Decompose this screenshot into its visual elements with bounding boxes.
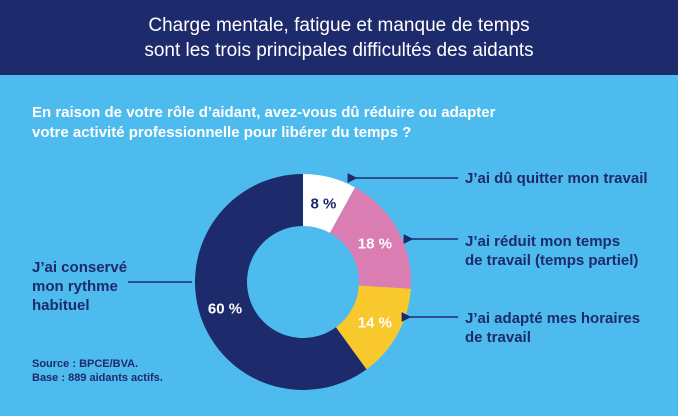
legend-adapted-hours-line1: J’ai adapté mes horaires	[465, 310, 641, 327]
source-line1: Source : BPCE/BVA.	[32, 358, 139, 370]
legend-adapted-hours-line2: de travail	[465, 329, 531, 346]
header-banner: Charge mentale, fatigue et manque de tem…	[0, 0, 678, 75]
question-line1: En raison de votre rôle d’aidant, avez-v…	[32, 104, 496, 121]
pct-label-kept-rhythm: 60 %	[208, 300, 242, 317]
slice-adapted-hours	[335, 285, 411, 370]
slice-kept-rhythm	[194, 174, 367, 390]
legend-quit-job: J’ai dû quitter mon travail	[465, 169, 648, 188]
legend-reduced-time-line2: de travail (temps partiel)	[465, 252, 639, 269]
legend-kept-rhythm: J’ai conservé mon rythme habituel	[32, 258, 127, 315]
pct-label-reduced-time: 18 %	[358, 235, 392, 252]
legend-kept-rhythm-line2: mon rythme	[32, 278, 118, 295]
legend-kept-rhythm-line1: J’ai conservé	[32, 259, 128, 276]
legend-quit-job-line1: J’ai dû quitter mon travail	[465, 170, 648, 187]
pct-label-adapted-hours: 14 %	[358, 315, 392, 332]
pct-label-quit-job: 8 %	[310, 196, 336, 213]
legend-kept-rhythm-line3: habituel	[32, 297, 90, 314]
header-title-line2: sont les trois principales difficultés d…	[144, 39, 534, 61]
header-title-line1: Charge mentale, fatigue et manque de tem…	[148, 14, 530, 36]
legend-adapted-hours: J’ai adapté mes horaires de travail	[465, 309, 640, 347]
source-note: Source : BPCE/BVA. Base : 889 aidants ac…	[32, 357, 163, 385]
source-line2: Base : 889 aidants actifs.	[32, 372, 163, 384]
legend-reduced-time-line1: J’ai réduit mon temps	[465, 233, 621, 250]
question-line2: votre activité professionnelle pour libé…	[32, 124, 412, 141]
survey-question: En raison de votre rôle d’aidant, avez-v…	[32, 103, 592, 143]
legend-reduced-time: J’ai réduit mon temps de travail (temps …	[465, 232, 638, 270]
slice-reduced-time	[329, 187, 411, 289]
slice-quit-job	[303, 174, 356, 233]
